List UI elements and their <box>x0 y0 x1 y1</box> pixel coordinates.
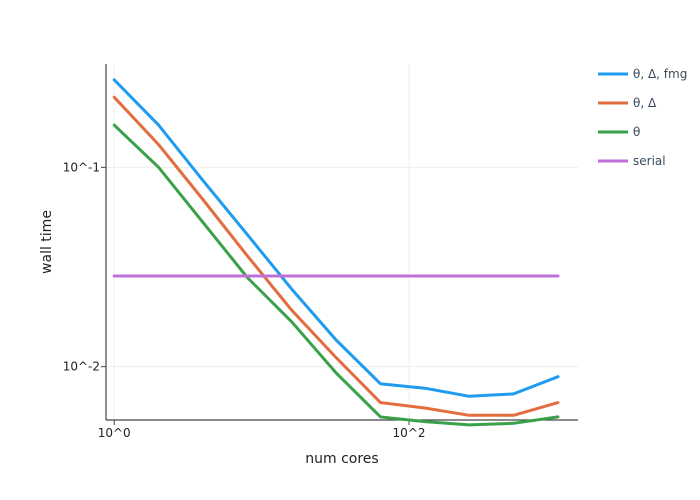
x-tick-label: 10^2 <box>393 426 426 440</box>
legend-item[interactable]: θ, Δ <box>598 96 657 110</box>
legend[interactable]: θ, Δ, fmg θ, Δ θ serial <box>598 67 687 168</box>
series-lines <box>112 78 560 427</box>
legend-label: serial <box>633 154 666 168</box>
series-1-line <box>112 95 560 417</box>
series-2-line <box>112 123 560 427</box>
legend-label: θ, Δ, fmg <box>633 67 687 81</box>
series-0-line <box>112 78 560 398</box>
grid-lines <box>106 64 578 420</box>
legend-item[interactable]: serial <box>598 154 666 168</box>
y-axis-title: wall time <box>39 210 55 274</box>
x-tick-label: 10^0 <box>98 426 131 440</box>
legend-item[interactable]: θ, Δ, fmg <box>598 67 687 81</box>
legend-item[interactable]: θ <box>598 125 640 139</box>
axis-ticks: 10^0 10^2 10^-1 10^-2 <box>63 160 426 440</box>
y-tick-label: 10^-1 <box>63 160 100 174</box>
legend-label: θ <box>633 125 640 139</box>
y-tick-label: 10^-2 <box>63 360 100 374</box>
x-axis-title: num cores <box>305 451 378 467</box>
legend-label: θ, Δ <box>633 96 657 110</box>
